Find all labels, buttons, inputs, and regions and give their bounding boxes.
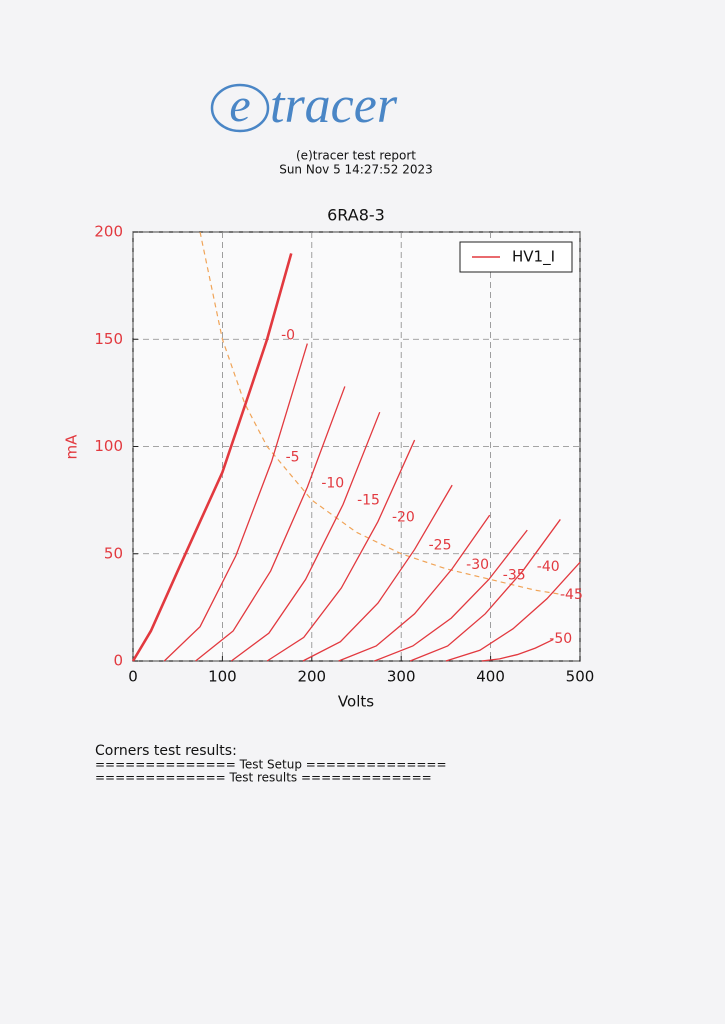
x-tick-label: 0 [128, 668, 138, 686]
curve-label: -25 [429, 537, 452, 553]
dissipation-curve [199, 231, 563, 596]
x-tick-label: 500 [566, 668, 595, 686]
curve [302, 484, 453, 662]
y-tick-label: 200 [94, 223, 123, 241]
y-tick-label: 0 [113, 652, 123, 670]
curve [195, 386, 346, 662]
logo-text: tracer [270, 77, 398, 134]
y-tick-label: 50 [104, 544, 123, 562]
curve-label: -5 [286, 450, 300, 466]
curve [131, 253, 293, 662]
curve-label: -20 [392, 510, 415, 526]
report-title: (e)tracer test report [296, 149, 416, 163]
curve [481, 638, 554, 662]
curve [374, 529, 528, 662]
results-line: ============== Test Setup ============== [95, 758, 447, 772]
x-tick-label: 300 [387, 668, 416, 686]
report-date: Sun Nov 5 14:27:52 2023 [279, 163, 433, 177]
x-tick-label: 400 [476, 668, 505, 686]
curve-label: -35 [503, 567, 526, 583]
y-axis-label: mA [63, 434, 81, 460]
curve-label: -50 [549, 631, 572, 647]
curve [445, 561, 581, 662]
y-tick-label: 100 [94, 437, 123, 455]
curve-label: -45 [560, 587, 583, 603]
results-heading: Corners test results: [95, 743, 237, 759]
curve-label: -0 [281, 327, 295, 343]
curve [409, 519, 561, 662]
curve-label: -10 [321, 475, 344, 491]
y-tick-label: 150 [94, 330, 123, 348]
logo-ring [210, 83, 270, 133]
legend-label: HV1_I [512, 248, 555, 267]
curve-label: -15 [357, 492, 380, 508]
logo-letter: e [229, 79, 250, 132]
legend-box [459, 241, 573, 273]
curve-label: -40 [537, 559, 560, 575]
results-line: ============= Test results ============= [95, 771, 432, 785]
x-tick-label: 100 [208, 668, 237, 686]
chart-title: 6RA8-3 [327, 206, 385, 225]
curve [230, 411, 381, 662]
curve [163, 343, 308, 662]
curve-label: -30 [466, 557, 489, 573]
curve [266, 439, 416, 662]
plot: 0 100 200 300 400 500 0 50 100 150 200 -0 -5 -10 -15 -2… [94, 223, 594, 686]
curve [338, 514, 491, 662]
x-tick-label: 200 [297, 668, 326, 686]
x-axis-label: Volts [338, 693, 374, 711]
